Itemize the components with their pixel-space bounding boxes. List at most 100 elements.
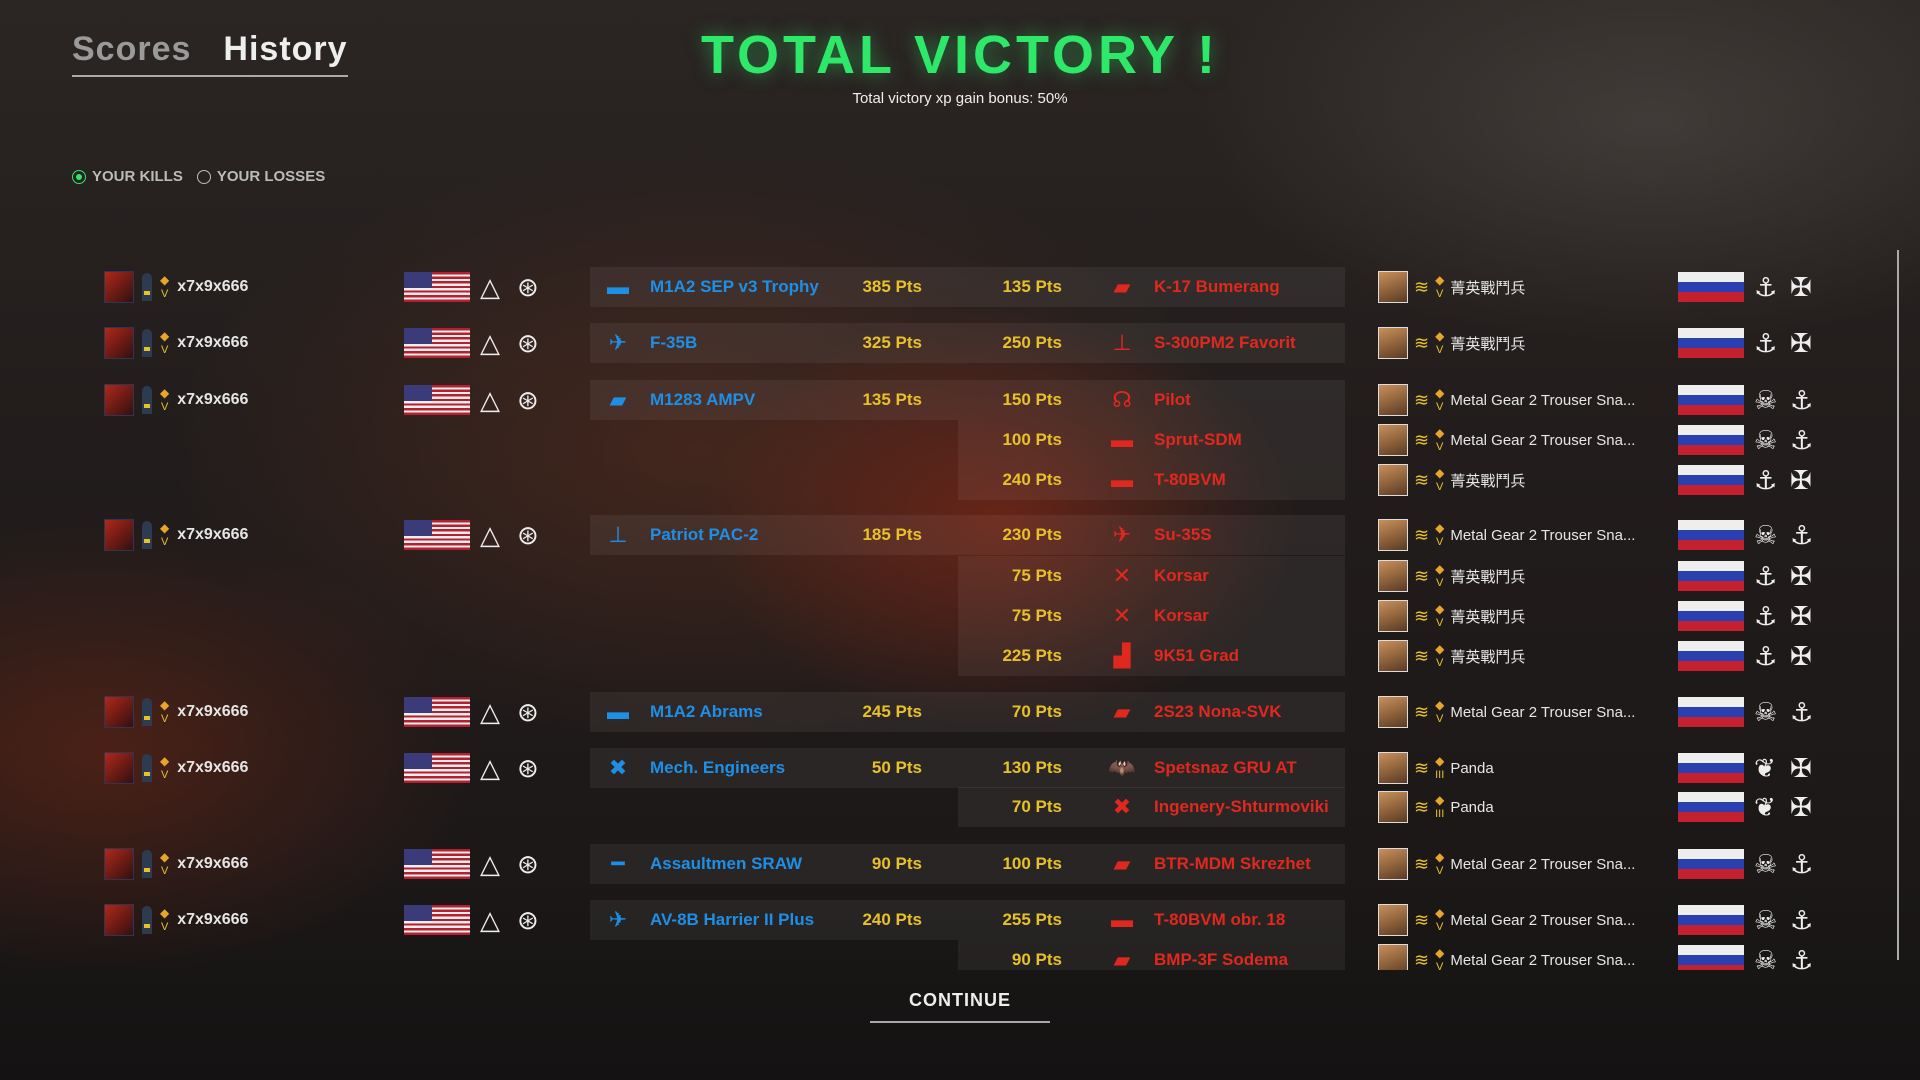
unit-name: AV-8B Harrier II Plus — [650, 910, 815, 929]
row-background — [958, 420, 1345, 460]
enemy-unit-cell[interactable]: 🦇 Spetsnaz GRU AT — [1100, 748, 1296, 788]
scrollbar[interactable] — [1897, 250, 1899, 960]
row-background — [958, 556, 1345, 596]
row-background — [590, 380, 1345, 420]
player-info: ◆ V x7x9x666 — [104, 900, 248, 940]
enemy-avatar — [1378, 600, 1408, 632]
level-badge: ◆ V — [1435, 521, 1445, 548]
enemy-unit-cell[interactable]: ✖ Ingenery-Shturmoviki — [1100, 787, 1329, 827]
unit-points: 135 Pts — [862, 390, 922, 409]
tab-scores[interactable]: Scores — [72, 30, 192, 68]
unit-cell[interactable]: ▬ M1A2 Abrams — [596, 692, 763, 732]
unit-cell[interactable]: ✖ Mech. Engineers — [596, 748, 785, 788]
unit-cell[interactable]: ▰ M1283 AMPV — [596, 380, 756, 420]
kill-points: 100 Pts — [1002, 430, 1062, 449]
unit-cell[interactable]: ━ Assaultmen SRAW — [596, 844, 802, 884]
unit-cell[interactable]: ▬ M1A2 SEP v3 Trophy — [596, 267, 819, 307]
russia-flag-icon — [1678, 641, 1744, 671]
rank-icon — [142, 386, 152, 414]
table-row[interactable]: ◆ V x7x9x666 △ ⊛ ⊥ Patriot PAC-2 185 Pts 230 Pts… — [0, 515, 1900, 555]
player-name: x7x9x666 — [177, 855, 249, 872]
rank-chevron-icon: ≋ — [1414, 646, 1430, 666]
unit-points: 90 Pts — [871, 854, 922, 873]
level-badge: ◆ V — [160, 273, 170, 300]
rank-icon — [142, 273, 152, 301]
row-background — [958, 460, 1345, 500]
enemy-player-name: 菁英戰鬥兵 — [1450, 279, 1526, 297]
player-name: x7x9x666 — [177, 334, 249, 351]
avatar — [104, 904, 134, 936]
anchor-icon: ⚓ — [1754, 271, 1778, 302]
enemy-unit-name: Korsar — [1154, 606, 1209, 625]
tab-history[interactable]: History — [223, 30, 348, 68]
enemy-unit-cell[interactable]: ▰ 2S23 Nona-SVK — [1100, 692, 1282, 732]
table-row[interactable]: ◆ V x7x9x666 △ ⊛ ✖ Mech. Engineers 50 Pts 130 Pt… — [0, 748, 1900, 788]
player-info: ◆ V x7x9x666 — [104, 515, 248, 555]
rank-chevron-icon: ≋ — [1414, 525, 1430, 545]
avatar — [104, 752, 134, 784]
kill-points: 90 Pts — [1011, 950, 1062, 969]
jet-icon: ✈ — [1112, 522, 1132, 547]
enemy-unit-cell[interactable]: ▟ 9K51 Grad — [1100, 636, 1240, 676]
enemy-unit-cell[interactable]: ☊ Pilot — [1100, 380, 1191, 420]
enemy-avatar — [1378, 640, 1408, 672]
enemy-unit-cell[interactable]: ✕ Korsar — [1100, 596, 1209, 636]
table-row[interactable]: ◆ V x7x9x666 △ ⊛ ━ Assaultmen SRAW 90 Pts 100 Pt… — [0, 844, 1900, 884]
enemy-player-name: 菁英戰鬥兵 — [1450, 608, 1526, 626]
enemy-unit-cell[interactable]: ▬ Sprut-SDM — [1100, 420, 1242, 460]
player-info: ◆ V x7x9x666 — [104, 692, 248, 732]
us-flag-icon — [404, 753, 470, 783]
radio-your-losses[interactable]: YOUR LOSSES — [196, 168, 325, 185]
level-badge: ◆ V — [1435, 426, 1445, 453]
skull-icon: ☠ — [1754, 848, 1778, 879]
unit-cell[interactable]: ✈ F-35B — [596, 323, 697, 363]
rank-chevron-icon: ≋ — [1414, 277, 1430, 297]
enemy-avatar — [1378, 560, 1408, 592]
kill-points: 225 Pts — [1002, 646, 1062, 665]
enemy-unit-cell[interactable]: ✕ Korsar — [1100, 556, 1209, 596]
crossed-rifles-icon: ✠ — [1790, 752, 1812, 783]
table-row[interactable]: 225 Pts ▟ 9K51 Grad ≋ ◆ V 菁英戰鬥兵 ⚓ ✠ — [0, 636, 1900, 676]
skull-icon: ☠ — [1754, 944, 1778, 971]
continue-button[interactable]: CONTINUE — [870, 990, 1050, 1023]
sam-icon: ⊥ — [608, 522, 628, 547]
enemy-unit-cell[interactable]: ✈ Su-35S — [1100, 515, 1212, 555]
enemy-player-name: Panda — [1450, 759, 1494, 777]
rank-chevron-icon: ≋ — [1414, 333, 1430, 353]
enemy-player-name: Metal Gear 2 Trouser Sna... — [1450, 703, 1636, 721]
level-value: V — [1436, 400, 1444, 413]
table-row[interactable]: 240 Pts ▬ T-80BVM ≋ ◆ V 菁英戰鬥兵 ⚓ ✠ — [0, 460, 1900, 500]
table-row[interactable]: ◆ V x7x9x666 △ ⊛ ✈ AV-8B Harrier II Plus 240 Pt… — [0, 900, 1900, 940]
table-row[interactable]: 75 Pts ✕ Korsar ≋ ◆ V 菁英戰鬥兵 ⚓ ✠ — [0, 556, 1900, 596]
radio-your-kills[interactable]: YOUR KILLS — [72, 168, 183, 185]
enemy-unit-cell[interactable]: ▰ BTR-MDM Skrezhet — [1100, 844, 1311, 884]
level-badge: ◆ V — [1435, 273, 1445, 300]
player-name: x7x9x666 — [177, 759, 249, 776]
crossed-rifles-icon: ✠ — [1790, 791, 1812, 822]
enemy-unit-name: S-300PM2 Favorit — [1154, 333, 1296, 352]
kill-points: 130 Pts — [1002, 758, 1062, 777]
unit-cell[interactable]: ⊥ Patriot PAC-2 — [596, 515, 758, 555]
enemy-unit-cell[interactable]: ▰ K-17 Bumerang — [1100, 267, 1280, 307]
kill-points: 70 Pts — [1011, 797, 1062, 816]
enemy-unit-name: BTR-MDM Skrezhet — [1154, 854, 1311, 873]
table-row[interactable]: 75 Pts ✕ Korsar ≋ ◆ V 菁英戰鬥兵 ⚓ ✠ — [0, 596, 1900, 636]
enemy-unit-cell[interactable]: ▬ T-80BVM — [1100, 460, 1226, 500]
crossed-rifles-icon: ✠ — [1790, 464, 1812, 495]
table-row[interactable]: ◆ V x7x9x666 △ ⊛ ▬ M1A2 Abrams 245 Pts 70 Pts ▰ 2S… — [0, 692, 1900, 732]
enemy-unit-cell[interactable]: ▰ BMP-3F Sodema — [1100, 940, 1289, 970]
table-row[interactable]: ◆ V x7x9x666 △ ⊛ ✈ F-35B 325 Pts 250 Pts ⊥ S-300PM… — [0, 323, 1900, 363]
row-background — [590, 692, 1345, 732]
unit-name: M1283 AMPV — [650, 390, 756, 409]
table-row[interactable]: 90 Pts ▰ BMP-3F Sodema ≋ ◆ V Metal Gear 2 Trou… — [0, 940, 1900, 970]
unit-cell[interactable]: ✈ AV-8B Harrier II Plus — [596, 900, 814, 940]
table-row[interactable]: ◆ V x7x9x666 △ ⊛ ▰ M1283 AMPV 135 Pts 150 Pts ☊ Pi… — [0, 380, 1900, 420]
table-row[interactable]: 100 Pts ▬ Sprut-SDM ≋ ◆ V Metal Gear 2 Trouser… — [0, 420, 1900, 460]
table-row[interactable]: ◆ V x7x9x666 △ ⊛ ▬ M1A2 SEP v3 Trophy 385 Pts 13… — [0, 267, 1900, 307]
enemy-unit-cell[interactable]: ▬ T-80BVM obr. 18 — [1100, 900, 1285, 940]
table-row[interactable]: 70 Pts ✖ Ingenery-Shturmoviki ≋ ◆ III Panda ❦ ✠ — [0, 787, 1900, 827]
division-emblem-icon: ⊛ — [517, 752, 539, 783]
xp-bonus-text: Total victory xp gain bonus: 50% — [852, 90, 1068, 107]
enemy-unit-cell[interactable]: ⊥ S-300PM2 Favorit — [1100, 323, 1296, 363]
us-flag-icon — [404, 328, 470, 358]
